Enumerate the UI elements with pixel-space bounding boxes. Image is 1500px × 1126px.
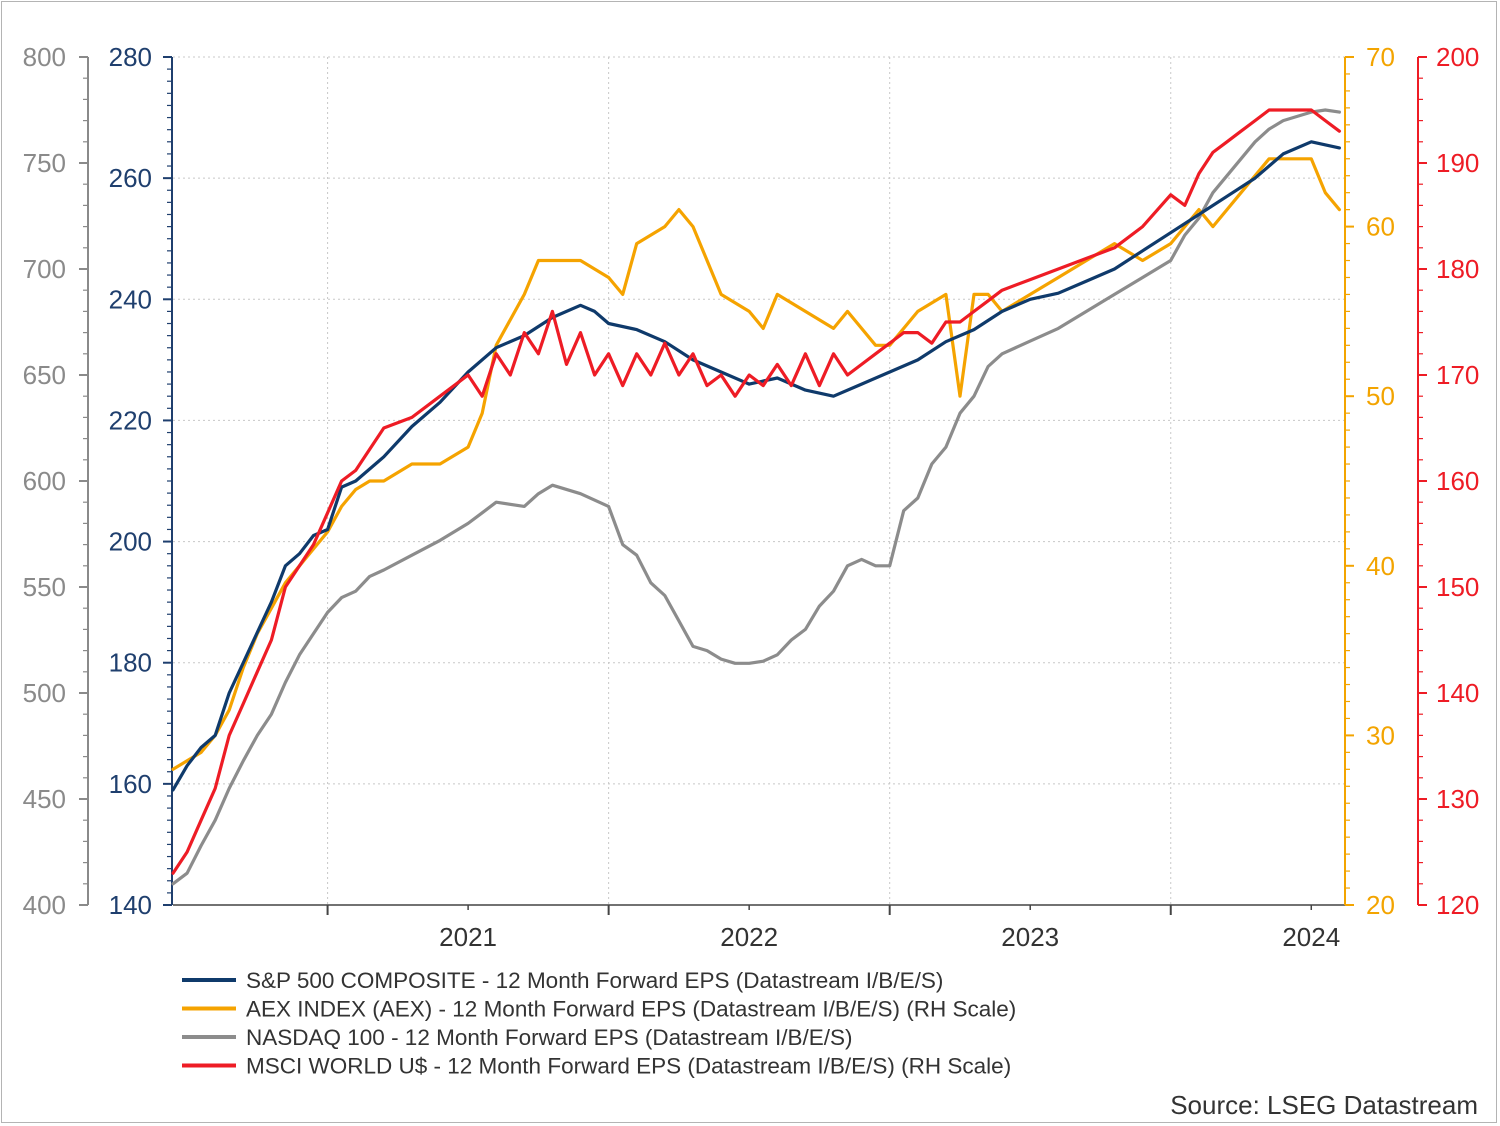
left_inner-tick-label: 220 <box>109 405 152 435</box>
series-line-nasdaq100 <box>171 108 1341 886</box>
left_inner-tick-label: 140 <box>109 890 152 920</box>
left_outer-tick-label: 550 <box>23 572 66 602</box>
right_outer-tick-label: 170 <box>1436 360 1479 390</box>
right_inner-tick-label: 60 <box>1366 212 1395 242</box>
right_inner-tick-label: 20 <box>1366 890 1395 920</box>
x-tick-label: 2024 <box>1282 922 1340 952</box>
gridlines <box>173 56 1345 906</box>
right_outer-tick-label: 120 <box>1436 890 1479 920</box>
right_inner-tick-label: 30 <box>1366 720 1395 750</box>
right_inner-tick-label: 70 <box>1366 42 1395 72</box>
left_inner-tick-label: 180 <box>109 648 152 678</box>
legend: S&P 500 COMPOSITE - 12 Month Forward EPS… <box>182 968 1016 1079</box>
right_inner-tick-label: 40 <box>1366 551 1395 581</box>
left_outer-tick-label: 650 <box>23 360 66 390</box>
series-line-msci-world <box>171 108 1341 875</box>
left_outer-tick-label: 600 <box>23 466 66 496</box>
left_outer-tick-label: 700 <box>23 254 66 284</box>
series-line-aex <box>171 157 1341 771</box>
legend-label: S&P 500 COMPOSITE - 12 Month Forward EPS… <box>246 968 943 993</box>
left_inner-tick-label: 240 <box>109 284 152 314</box>
left_inner-tick-label: 280 <box>109 42 152 72</box>
right_outer-tick-label: 200 <box>1436 42 1479 72</box>
left_outer-tick-label: 750 <box>23 148 66 178</box>
legend-label: MSCI WORLD U$ - 12 Month Forward EPS (Da… <box>246 1054 1011 1079</box>
x-tick-label: 2021 <box>439 922 497 952</box>
left_inner-tick-label: 160 <box>109 769 152 799</box>
left_outer-tick-label: 400 <box>23 890 66 920</box>
axes: 2021 2022 2023 2024 400 450 500 550 600 650 700 750… <box>23 42 1480 952</box>
right_outer-tick-label: 190 <box>1436 148 1479 178</box>
right_outer-tick-label: 160 <box>1436 466 1479 496</box>
series-line-sp500 <box>171 140 1341 792</box>
right_outer-tick-label: 180 <box>1436 254 1479 284</box>
left_inner-tick-label: 260 <box>109 163 152 193</box>
x-tick-label: 2022 <box>720 922 778 952</box>
left_inner-tick-label: 200 <box>109 527 152 557</box>
right_outer-tick-label: 150 <box>1436 572 1479 602</box>
right_inner-tick-label: 50 <box>1366 381 1395 411</box>
series-lines <box>171 108 1341 886</box>
right_outer-tick-label: 140 <box>1436 678 1479 708</box>
x-tick-label: 2023 <box>1001 922 1059 952</box>
legend-label: AEX INDEX (AEX) - 12 Month Forward EPS (… <box>246 997 1016 1022</box>
left_outer-tick-label: 450 <box>23 784 66 814</box>
right_outer-tick-label: 130 <box>1436 784 1479 814</box>
left_outer-tick-label: 800 <box>23 42 66 72</box>
left_outer-tick-label: 500 <box>23 678 66 708</box>
legend-label: NASDAQ 100 - 12 Month Forward EPS (Datas… <box>246 1025 852 1050</box>
source-note: Source: LSEG Datastream <box>1170 1090 1478 1120</box>
